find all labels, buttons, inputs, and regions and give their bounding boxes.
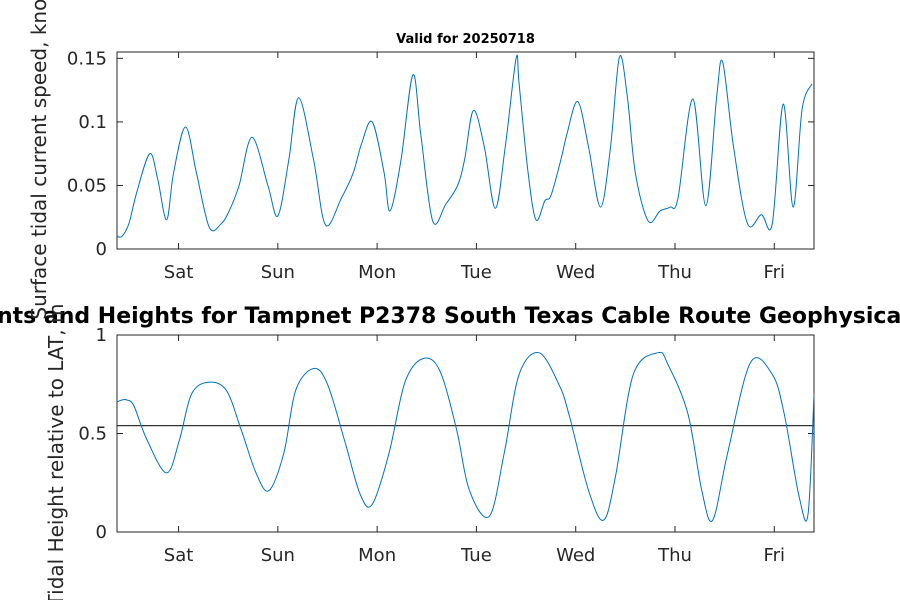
tidal-height-axes-frame — [116, 334, 815, 533]
x-tick-label: Wed — [556, 262, 595, 283]
current-speed-series-line — [116, 54, 813, 238]
x-tick-label: Wed — [556, 545, 595, 566]
tidal-height-series-line — [116, 351, 815, 522]
x-tick-label: Mon — [358, 545, 396, 566]
y-tick-label: 0.5 — [78, 424, 107, 445]
x-tick-label: Sun — [261, 545, 295, 566]
x-tick-label: Tue — [460, 262, 492, 283]
x-tick-label: Sun — [261, 262, 295, 283]
x-tick-label: Tue — [460, 545, 492, 566]
y-tick-label: 0.05 — [67, 175, 107, 196]
y-tick-label: 0.1 — [78, 112, 107, 133]
x-tick-label: Sat — [164, 262, 194, 283]
current-speed-y-axis-label: Surface tidal current speed, knots — [27, 0, 51, 320]
y-tick-label: 0.15 — [67, 48, 107, 69]
current-speed-chart: 0 0.05 0.1 0.15 Sat Sun Mon Tue Wed Thu Fri Valid… — [67, 32, 815, 283]
x-tick-label: Thu — [657, 545, 692, 566]
tidal-height-x-ticks: Sat Sun Mon Tue Wed Thu Fri — [164, 335, 785, 566]
x-tick-label: Mon — [358, 262, 396, 283]
current-speed-x-ticks: Sat Sun Mon Tue Wed Thu Fri — [164, 52, 785, 283]
x-tick-label: Fri — [764, 262, 785, 283]
tidal-height-y-axis-label: Tidal Height relative to LAT, m — [44, 304, 68, 600]
chart-title-valid-for: Valid for 20250718 — [396, 32, 535, 47]
current-speed-y-ticks: 0 0.05 0.1 0.15 — [67, 48, 814, 260]
x-tick-label: Sat — [164, 545, 194, 566]
x-tick-label: Thu — [657, 262, 692, 283]
y-tick-label: 0 — [96, 522, 107, 543]
y-tick-label: 1 — [96, 325, 107, 346]
tidal-height-y-ticks: 00.51 — [78, 325, 814, 543]
x-tick-label: Fri — [764, 545, 785, 566]
y-tick-label: 0 — [96, 239, 107, 260]
current-speed-axes-frame — [116, 51, 815, 250]
chart-title-currents-and-heights: Currents and Heights for Tampnet P2378 S… — [0, 304, 900, 329]
